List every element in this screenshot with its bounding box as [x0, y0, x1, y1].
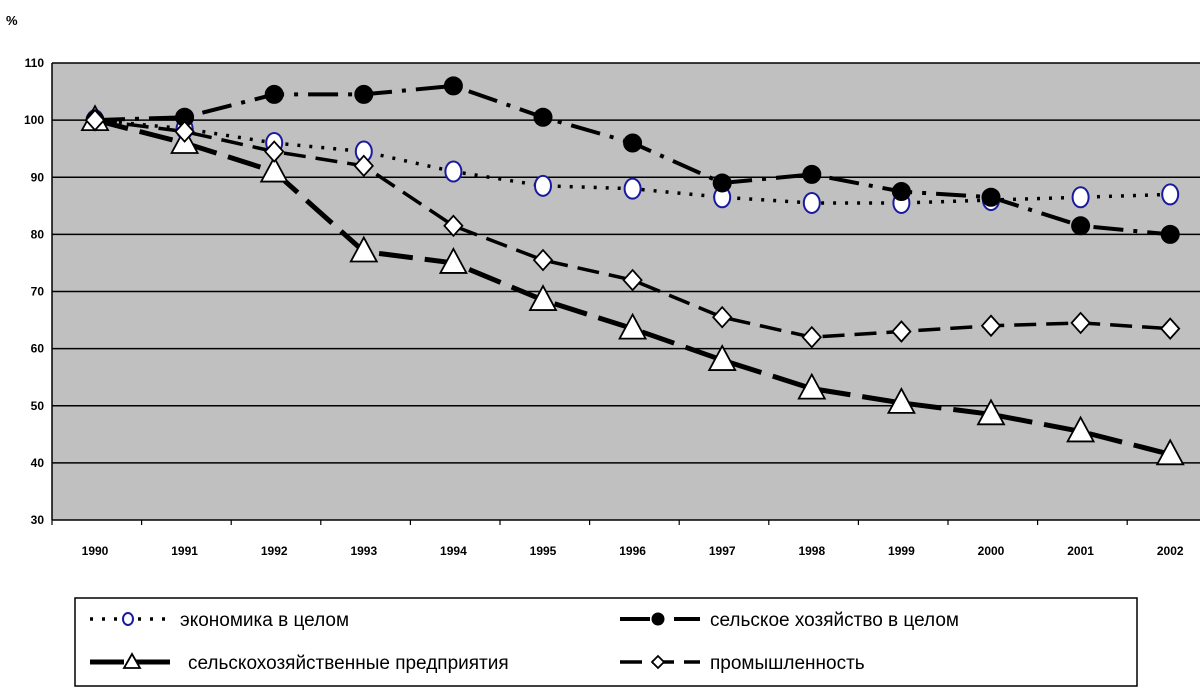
industry-point — [84, 108, 106, 132]
y-tick-label: 40 — [31, 456, 45, 470]
agri-enterprises-point — [259, 155, 289, 183]
x-tick-label: 1994 — [440, 544, 467, 558]
y-tick-label: 80 — [31, 227, 45, 241]
y-tick-label: 100 — [24, 113, 44, 127]
legend-label: сельскохозяйственные предприятия — [188, 653, 509, 674]
x-tick-label: 1997 — [709, 544, 736, 558]
y-tick-label: 50 — [31, 399, 45, 413]
economy-point — [1071, 186, 1090, 209]
industry-point — [980, 314, 1002, 338]
agri-enterprises-point — [976, 398, 1006, 426]
y-tick-label: 60 — [31, 342, 45, 356]
agri-enterprises-point — [438, 247, 468, 274]
industry-point — [1070, 311, 1091, 335]
x-tick-label: 1998 — [798, 544, 825, 558]
x-tick-label: 1999 — [888, 544, 915, 558]
industry-point — [622, 268, 643, 292]
industry-point — [263, 140, 285, 163]
x-tick-label: 1991 — [171, 544, 198, 558]
agriculture-point — [1160, 224, 1180, 244]
legend-marker-swatch — [651, 612, 665, 626]
y-tick-label: 90 — [31, 170, 45, 184]
agriculture-point — [533, 107, 553, 127]
agriculture-point — [891, 182, 911, 202]
x-tick-label: 1995 — [530, 544, 557, 558]
legend-label: сельское хозяйство в целом — [710, 610, 959, 631]
legend-label: экономика в целом — [180, 610, 349, 631]
y-tick-label: 70 — [31, 285, 45, 299]
agriculture-point — [354, 84, 374, 104]
legend-marker-swatch — [650, 654, 666, 670]
economy-point — [444, 160, 463, 183]
legend-marker-swatch — [122, 612, 134, 626]
industry-point — [1159, 317, 1181, 340]
legend-item-agri-enterprises: сельскохозяйственные предприятия — [90, 652, 509, 674]
agriculture-point — [802, 164, 822, 184]
x-tick-label: 1996 — [619, 544, 646, 558]
agriculture-point — [981, 187, 1001, 207]
industry-point — [353, 154, 375, 178]
legend-box — [74, 597, 1138, 687]
agriculture-point — [1071, 216, 1091, 236]
legend-item-agriculture: сельское хозяйство в целом — [620, 610, 959, 631]
industry-point — [801, 325, 823, 349]
industry-point — [891, 320, 912, 343]
agri-enterprises-point — [797, 372, 827, 400]
industry-point — [532, 248, 554, 272]
y-tick-label: 30 — [31, 513, 45, 527]
x-tick-label: 2000 — [978, 544, 1005, 558]
industry-point — [711, 305, 733, 329]
x-tick-label: 2001 — [1067, 544, 1094, 558]
economy-point — [802, 191, 821, 214]
x-tick-label: 1993 — [350, 544, 377, 558]
agriculture-point — [712, 173, 732, 193]
agri-enterprises-point — [618, 312, 648, 340]
y-axis-label: % — [6, 13, 18, 28]
economy-point — [1161, 183, 1180, 206]
legend-item-industry: промышленность — [620, 653, 865, 674]
industry-point — [443, 214, 464, 238]
economy-point — [623, 177, 642, 200]
industry-point — [174, 120, 195, 143]
agri-enterprises-point — [886, 387, 916, 414]
legend-marker-swatch — [122, 652, 142, 669]
x-tick-label: 1990 — [82, 544, 109, 558]
legend-item-economy: экономика в целом — [90, 610, 349, 631]
agri-enterprises-point — [707, 344, 737, 371]
agri-enterprises-point — [349, 235, 379, 263]
agriculture-point — [443, 76, 463, 96]
legend-label: промышленность — [710, 653, 865, 674]
y-tick-label: 110 — [25, 56, 45, 70]
economy-point — [534, 174, 552, 197]
agri-enterprises-point — [528, 284, 558, 311]
agri-enterprises-point — [1155, 438, 1185, 466]
agriculture-point — [264, 84, 284, 104]
x-tick-label: 2002 — [1157, 544, 1184, 558]
x-tick-label: 1992 — [261, 544, 288, 558]
agriculture-point — [623, 133, 643, 153]
agri-enterprises-point — [1066, 415, 1096, 443]
